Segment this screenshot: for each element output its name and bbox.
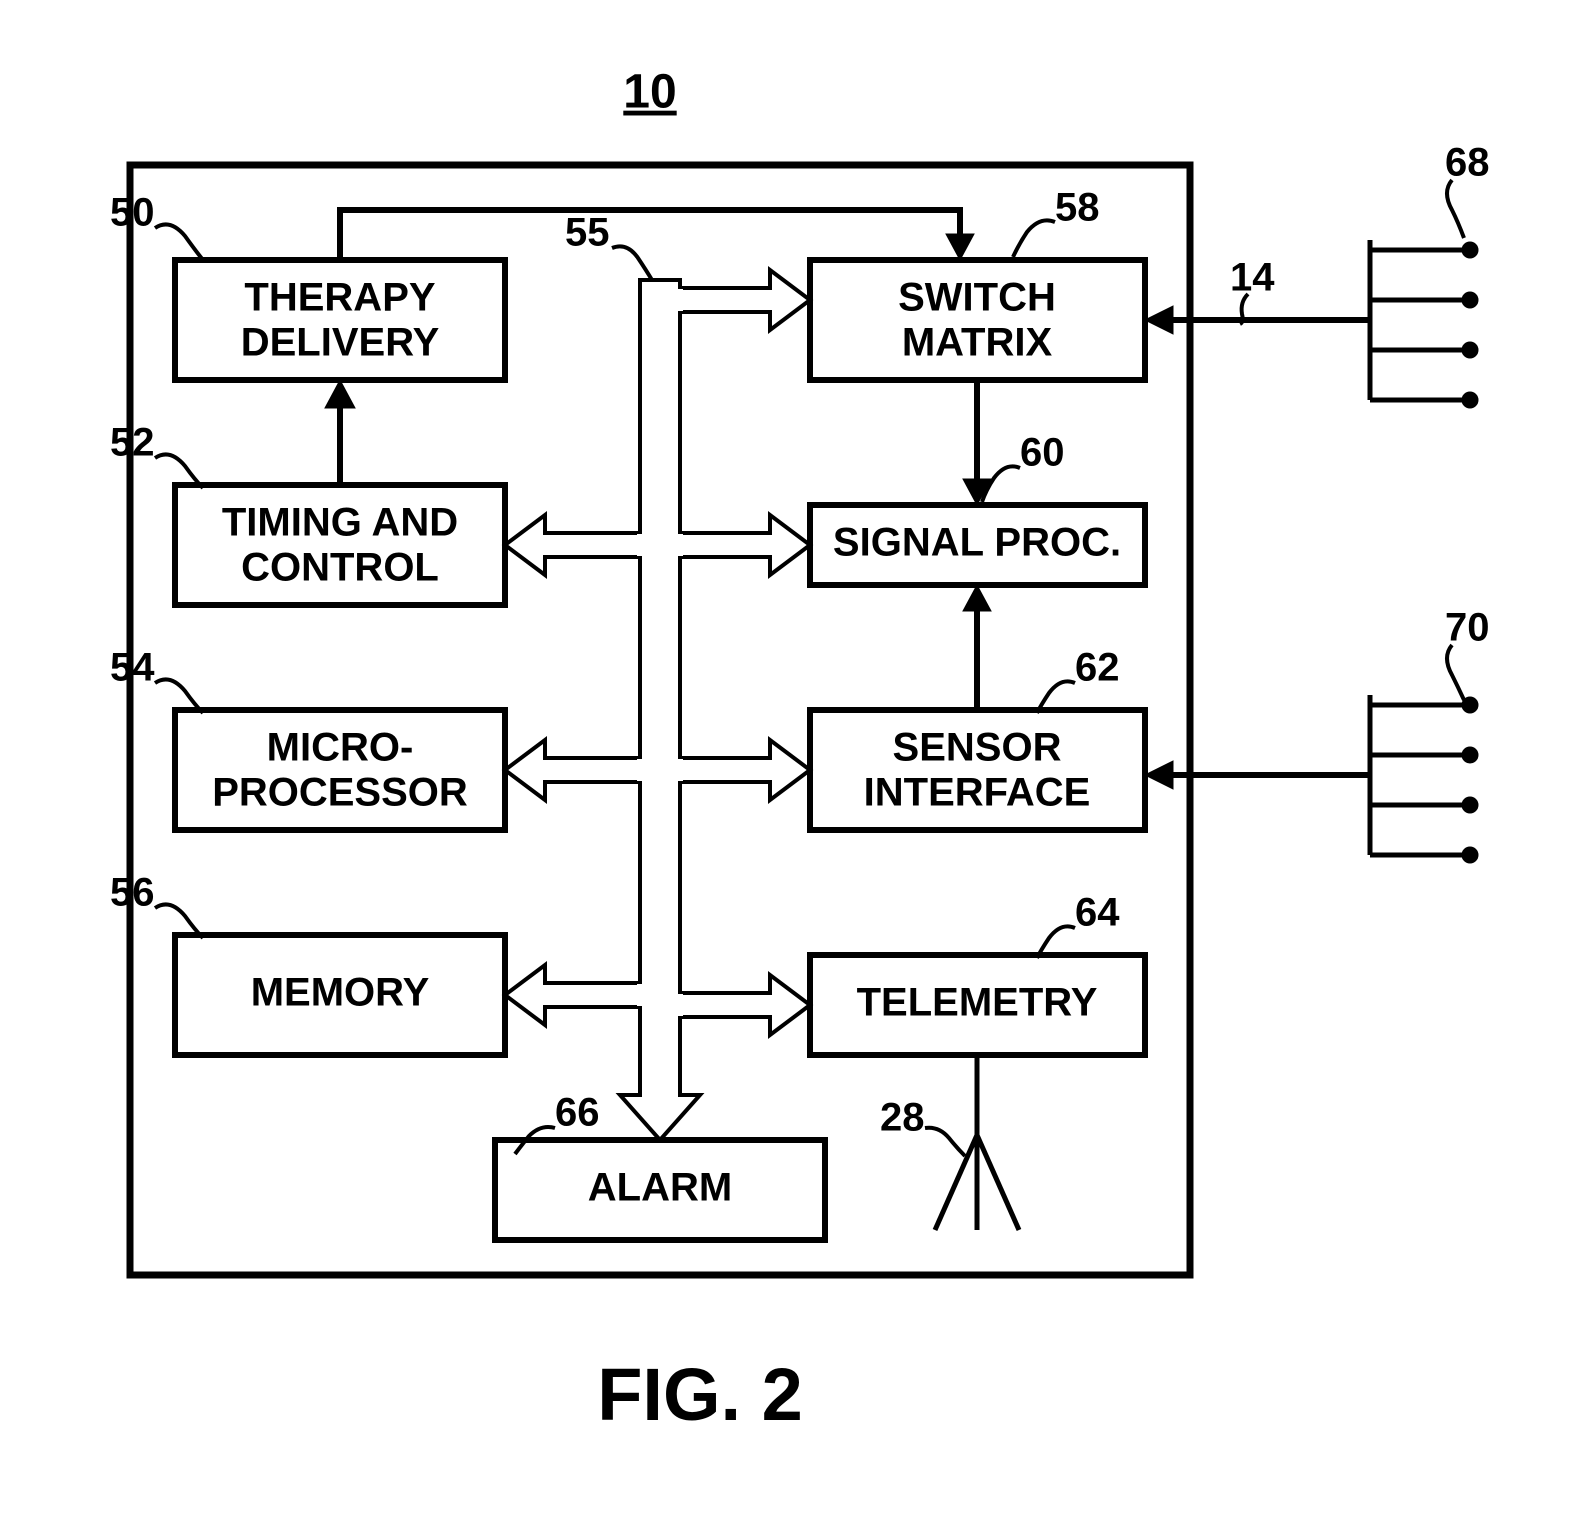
ref-55: 55 [565,211,610,255]
block-therapy: THERAPY DELIVERY [175,260,505,380]
ref-54: 54 [110,646,155,690]
svg-text:TIMING AND: TIMING AND [222,501,458,545]
ref-28: 28 [880,1096,925,1140]
block-micro: MICRO- PROCESSOR [175,710,505,830]
ext-sensors [1145,695,1478,863]
block-timing: TIMING AND CONTROL [175,485,505,605]
svg-text:MEMORY: MEMORY [251,971,430,1015]
svg-text:SWITCH: SWITCH [898,276,1056,320]
ref-50: 50 [110,191,155,235]
ext-antenna [935,1055,1019,1230]
arrow-sensor-to-sigproc [963,585,991,710]
block-sensor: SENSOR INTERFACE [810,710,1145,830]
central-bus [505,270,810,1140]
ref-60: 60 [1020,431,1065,475]
svg-text:THERAPY: THERAPY [244,276,435,320]
svg-text:SIGNAL PROC.: SIGNAL PROC. [833,521,1121,565]
arrow-timing-to-therapy [325,380,355,485]
svg-text:CONTROL: CONTROL [241,546,439,590]
block-alarm: ALARM [495,1140,825,1240]
svg-text:TELEMETRY: TELEMETRY [857,981,1098,1025]
svg-text:DELIVERY: DELIVERY [241,321,440,365]
ref-70: 70 [1445,606,1490,650]
ext-leads [1145,240,1478,408]
arrow-therapy-to-switch [340,210,974,260]
title-ref: 10 [623,66,676,119]
figure-caption: FIG. 2 [597,1353,803,1436]
block-switch: SWITCH MATRIX [810,260,1145,380]
svg-text:ALARM: ALARM [588,1166,732,1210]
ref-64: 64 [1075,891,1120,935]
block-sigproc: SIGNAL PROC. [810,505,1145,585]
ref-14: 14 [1230,256,1275,300]
svg-text:PROCESSOR: PROCESSOR [212,771,468,815]
block-diagram: 10 THERAPY DELIVERY TIMING AND CONTROL M… [0,0,1572,1514]
ref-52: 52 [110,421,155,465]
svg-text:SENSOR: SENSOR [893,726,1062,770]
svg-text:INTERFACE: INTERFACE [864,771,1091,815]
ref-66: 66 [555,1091,600,1135]
ref-68: 68 [1445,141,1490,185]
svg-text:MATRIX: MATRIX [902,321,1053,365]
block-memory: MEMORY [175,935,505,1055]
ref-56: 56 [110,871,155,915]
svg-text:MICRO-: MICRO- [267,726,414,770]
ref-62: 62 [1075,646,1120,690]
block-telemetry: TELEMETRY [810,955,1145,1055]
ref-58: 58 [1055,186,1100,230]
